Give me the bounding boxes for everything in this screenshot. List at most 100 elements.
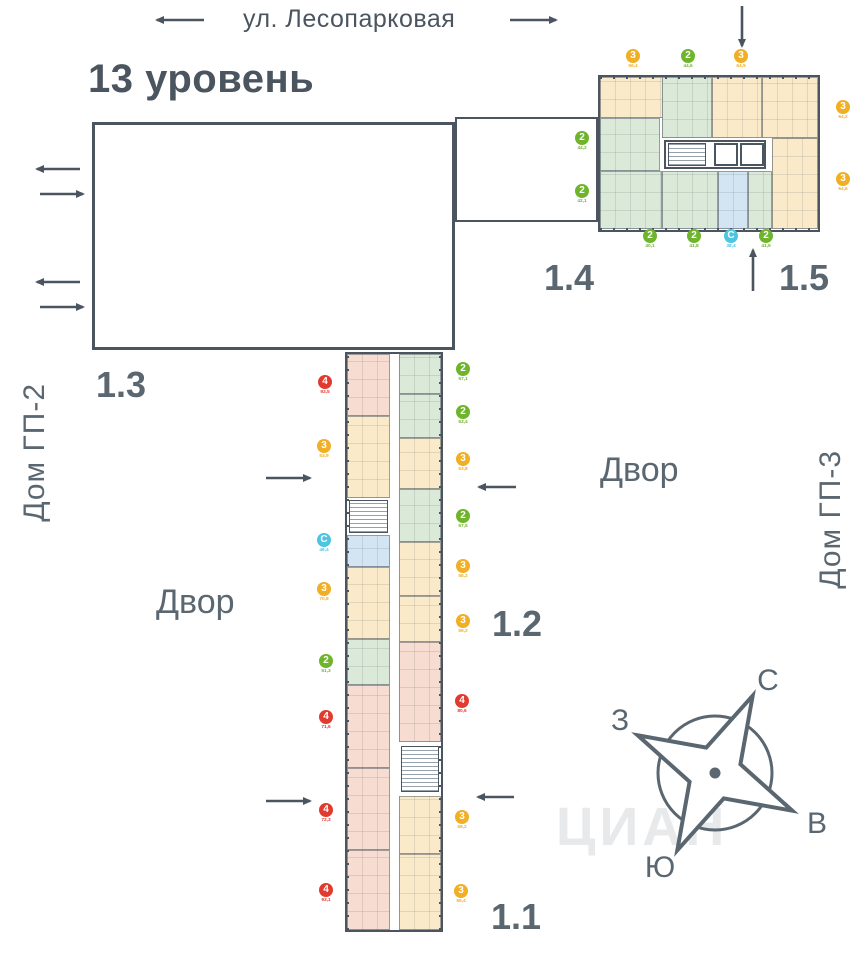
apartment-type-badge[interactable]: 2: [575, 184, 589, 198]
apartment-type-badge[interactable]: 4: [455, 694, 469, 708]
apartment-badge[interactable]: 2 41,9: [749, 229, 783, 249]
apartment-badge[interactable]: 2 57,5: [446, 509, 480, 529]
apartment-zone-2room[interactable]: [399, 489, 441, 542]
apartment-type-badge[interactable]: 2: [319, 654, 333, 668]
apartment-badge[interactable]: 2 44,2: [565, 131, 599, 151]
apartment-zone-2room[interactable]: [399, 394, 441, 438]
apartment-zone-studio[interactable]: [718, 171, 748, 229]
apartment-type-badge[interactable]: 4: [319, 883, 333, 897]
apartment-type-badge[interactable]: 2: [456, 509, 470, 523]
apartment-badge[interactable]: 3 58,2: [446, 559, 480, 579]
apartment-zone-3room[interactable]: [399, 854, 441, 930]
apartment-type-badge[interactable]: 2: [643, 229, 657, 243]
apartment-area-label: 58,2: [457, 824, 467, 830]
apartment-zone-4room[interactable]: [347, 354, 390, 416]
apartment-type-badge[interactable]: 2: [456, 362, 470, 376]
apartment-zone-3room[interactable]: [712, 77, 762, 138]
apartment-type-badge[interactable]: 3: [626, 49, 640, 63]
apartment-type-badge[interactable]: 3: [456, 614, 470, 628]
apartment-badge[interactable]: С 38,4: [714, 229, 748, 249]
apartment-badge[interactable]: 2 42,1: [565, 184, 599, 204]
apartment-zone-3room[interactable]: [399, 438, 441, 489]
building-1-4-west-outline[interactable]: [455, 117, 598, 222]
courtyard-label-right: Двор: [600, 451, 679, 489]
apartment-badge[interactable]: 2 40,1: [633, 229, 667, 249]
apartment-zone-2room[interactable]: [662, 77, 712, 138]
apartment-type-badge[interactable]: 3: [455, 810, 469, 824]
apartment-badge[interactable]: 2 57,1: [446, 362, 480, 382]
apartment-area-label: 41,9: [761, 243, 771, 249]
apartment-badge[interactable]: 2 53,4: [446, 405, 480, 425]
apartment-area-label: 41,8: [689, 243, 699, 249]
apartment-badge[interactable]: 4 80,6: [445, 694, 479, 714]
apartment-type-badge[interactable]: 2: [681, 49, 695, 63]
apartment-type-badge[interactable]: 2: [456, 405, 470, 419]
apartment-zone-3room[interactable]: [347, 567, 390, 639]
apartment-type-badge[interactable]: 3: [734, 49, 748, 63]
apartment-badge[interactable]: 3 59,4: [444, 884, 478, 904]
apartment-zone-3room[interactable]: [399, 596, 441, 642]
apartment-badge[interactable]: 3 64,2: [826, 100, 860, 120]
apartment-zone-2room[interactable]: [399, 354, 441, 394]
apartment-badge[interactable]: 2 44,6: [671, 49, 705, 69]
apartment-badge[interactable]: 3 70,8: [307, 582, 341, 602]
building-number-label: 1.1: [491, 896, 542, 937]
apartment-zone-4room[interactable]: [347, 850, 390, 930]
apartment-badge[interactable]: 4 72,3: [309, 803, 343, 823]
apartment-type-badge[interactable]: 3: [317, 582, 331, 596]
apartment-badge[interactable]: С 46,4: [307, 533, 341, 553]
apartment-type-badge[interactable]: 4: [319, 803, 333, 817]
compass-center-dot: [709, 767, 721, 779]
house-gp2-label: Дом ГП-2: [18, 383, 51, 522]
apartment-zone-2room[interactable]: [600, 118, 660, 171]
apartment-zone-3room[interactable]: [347, 416, 390, 498]
apartment-type-badge[interactable]: С: [317, 533, 331, 547]
apartment-zone-studio[interactable]: [347, 535, 390, 567]
apartment-area-label: 53,8: [458, 466, 468, 472]
apartment-type-badge[interactable]: 3: [317, 439, 331, 453]
apartment-zone-2room[interactable]: [347, 639, 390, 685]
apartment-type-badge[interactable]: 4: [318, 375, 332, 389]
apartment-area-label: 71,6: [321, 724, 331, 730]
apartment-badge[interactable]: 3 64,6: [826, 172, 860, 192]
apartment-type-badge[interactable]: 3: [456, 559, 470, 573]
apartment-area-label: 40,1: [645, 243, 655, 249]
apartment-type-badge[interactable]: 2: [759, 229, 773, 243]
apartment-badge[interactable]: 3 59,2: [446, 614, 480, 634]
compass-west-label: З: [610, 704, 630, 737]
apartment-badge[interactable]: 3 53,9: [307, 439, 341, 459]
apartment-badge[interactable]: 3 64,9: [724, 49, 758, 69]
stairwell: [401, 746, 439, 792]
apartment-zone-2room[interactable]: [662, 171, 718, 229]
apartment-type-badge[interactable]: С: [724, 229, 738, 243]
apartment-zone-3room[interactable]: [399, 796, 441, 854]
apartment-type-badge[interactable]: 2: [687, 229, 701, 243]
apartment-zone-2room[interactable]: [748, 171, 772, 229]
apartment-zone-4room[interactable]: [347, 685, 390, 768]
apartment-zone-4room[interactable]: [347, 768, 390, 850]
apartment-zone-3room[interactable]: [762, 77, 818, 138]
apartment-type-badge[interactable]: 3: [456, 452, 470, 466]
apartment-zone-3room[interactable]: [600, 77, 664, 118]
apartment-badge[interactable]: 3 58,2: [445, 810, 479, 830]
apartment-type-badge[interactable]: 4: [319, 710, 333, 724]
apartment-zone-3room[interactable]: [772, 138, 818, 229]
apartment-area-label: 93,1: [321, 897, 331, 903]
apartment-type-badge[interactable]: 3: [836, 100, 850, 114]
apartment-type-badge[interactable]: 3: [836, 172, 850, 186]
apartment-type-badge[interactable]: 3: [454, 884, 468, 898]
apartment-badge[interactable]: 3 53,8: [446, 452, 480, 472]
apartment-badge[interactable]: 2 41,8: [677, 229, 711, 249]
apartment-zone-4room[interactable]: [399, 642, 441, 742]
building-1-3-outline[interactable]: [92, 122, 455, 350]
apartment-badge[interactable]: 3 56,4: [616, 49, 650, 69]
apartment-badge[interactable]: 4 93,1: [309, 883, 343, 903]
apartment-zone-3room[interactable]: [399, 542, 441, 596]
apartment-badge[interactable]: 2 51,3: [309, 654, 343, 674]
apartment-type-badge[interactable]: 2: [575, 131, 589, 145]
apartment-badge[interactable]: 4 71,6: [309, 710, 343, 730]
apartment-zone-2room[interactable]: [600, 171, 662, 229]
apartment-area-label: 57,5: [458, 523, 468, 529]
apartment-badge[interactable]: 4 93,5: [308, 375, 342, 395]
